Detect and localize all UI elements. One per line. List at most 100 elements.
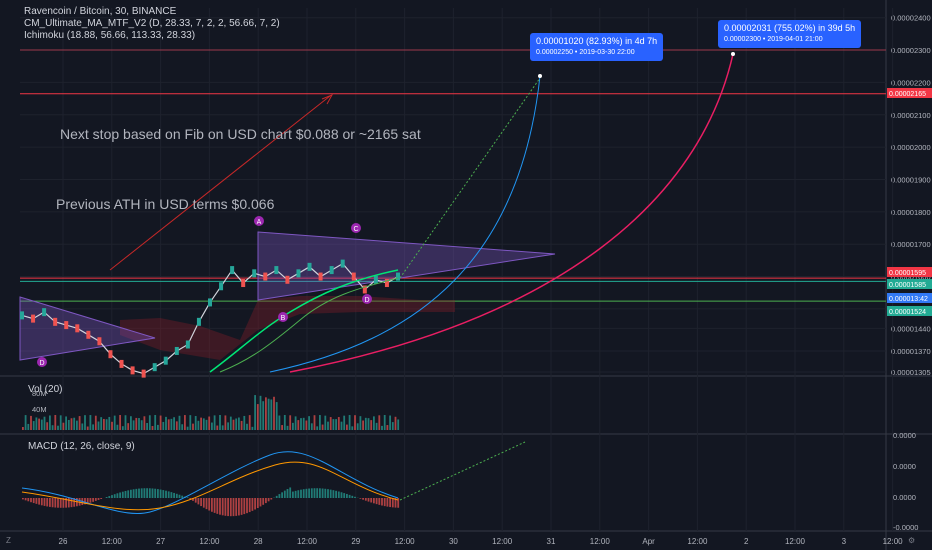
- price-candle: [230, 266, 235, 275]
- volume-bar: [219, 415, 221, 430]
- y-tick-label: 0.00002200: [891, 78, 931, 87]
- macd-histogram-bar: [346, 493, 348, 498]
- pattern-point-label: A: [257, 219, 262, 226]
- macd-histogram-bar: [170, 492, 173, 498]
- volume-bar: [319, 415, 321, 430]
- macd-histogram-bar: [65, 498, 67, 508]
- price-candle: [86, 330, 91, 339]
- y-tick-label: 0.00001900: [891, 175, 931, 184]
- price-candle: [152, 363, 157, 372]
- x-tick-label: 12:00: [687, 537, 708, 546]
- price-candle: [318, 272, 323, 281]
- macd-histogram-bar: [205, 498, 208, 510]
- volume-bar: [305, 420, 308, 430]
- volume-bar: [391, 422, 394, 430]
- volume-bar: [24, 415, 27, 430]
- macd-histogram-bar: [383, 498, 386, 507]
- volume-bar: [173, 417, 175, 430]
- volume-bar: [378, 415, 381, 430]
- price-tag: [887, 267, 932, 277]
- macd-histogram-bar: [316, 488, 319, 498]
- volume-bar: [286, 425, 289, 430]
- macd-histogram-bar: [135, 488, 138, 498]
- projection-bubble-2: 0.00002031 (755.02%) in 39d 5h 0.0000230…: [718, 20, 862, 48]
- projection-curve-blue: [269, 75, 541, 373]
- macd-histogram-bar: [89, 498, 92, 503]
- volume-bar: [40, 419, 43, 430]
- macd-histogram-bar: [254, 498, 256, 510]
- projection-bubble-1: 0.00001020 (82.93%) in 4d 7h 0.00002250 …: [530, 33, 664, 61]
- next-stop-annotation: Next stop based on Fib on USD chart $0.0…: [60, 126, 421, 142]
- projection-curve-pink: [289, 53, 734, 373]
- projection-point-2: [731, 52, 735, 56]
- price-candle: [196, 317, 201, 326]
- x-tick-label: 2: [744, 537, 749, 546]
- price-tag: [887, 279, 932, 289]
- volume-bar: [159, 415, 162, 430]
- volume-bar: [346, 424, 348, 430]
- macd-histogram-bar: [138, 488, 140, 498]
- ma-indicator-label[interactable]: CM_Ultimate_MA_MTF_V2 (D, 28.33, 7, 2, 2…: [24, 18, 280, 29]
- vol-panel-label[interactable]: Vol (20): [28, 384, 63, 395]
- macd-panel-label[interactable]: MACD (12, 26, close, 9): [28, 441, 135, 452]
- tradingview-logo-icon[interactable]: Z: [6, 536, 11, 545]
- macd-histogram-bar: [267, 498, 270, 502]
- volume-bar: [202, 418, 205, 430]
- macd-histogram-bar: [370, 498, 373, 503]
- macd-histogram-bar: [86, 498, 89, 504]
- volume-bar: [332, 419, 335, 430]
- price-candle: [163, 356, 168, 365]
- macd-histogram-bar: [243, 498, 246, 515]
- volume-bar: [151, 426, 154, 430]
- price-candle: [384, 279, 389, 288]
- volume-bar: [84, 415, 86, 430]
- moving-average-line-slow: [219, 277, 399, 373]
- volume-bar: [221, 425, 224, 430]
- macd-histogram-bar: [127, 490, 130, 498]
- pattern-point-marker: [254, 216, 264, 226]
- settings-gear-icon[interactable]: ⚙: [908, 536, 916, 545]
- macd-histogram-bar: [167, 491, 170, 498]
- price-candle: [208, 298, 212, 307]
- y-tick-label: 0.00002300: [891, 46, 931, 55]
- x-tick-label: Apr: [642, 537, 655, 546]
- price-candle: [241, 279, 246, 288]
- price-candle: [219, 282, 224, 291]
- macd-histogram-bar: [62, 498, 65, 508]
- volume-bar: [278, 415, 281, 430]
- price-candle: [97, 337, 102, 346]
- volume-bar: [373, 416, 375, 430]
- x-tick-label: 3: [842, 537, 847, 546]
- volume-bar: [348, 415, 351, 430]
- macd-histogram-bar: [238, 498, 240, 516]
- macd-histogram-bar: [389, 498, 391, 508]
- macd-histogram-bar: [219, 498, 221, 515]
- ichimoku-indicator-label[interactable]: Ichimoku (18.88, 56.66, 113.33, 28.33): [24, 30, 196, 41]
- volume-bar: [100, 417, 103, 430]
- x-tick-label: 12:00: [199, 537, 220, 546]
- volume-bar: [116, 424, 119, 430]
- macd-histogram-bar: [105, 497, 108, 498]
- macd-tick-label: -0.0000: [893, 523, 918, 532]
- projection-bubble-1-line1: 0.00001020 (82.93%) in 4d 7h: [536, 36, 658, 46]
- volume-bar: [362, 420, 364, 430]
- macd-histogram-bar: [54, 498, 57, 508]
- volume-bar: [335, 419, 337, 430]
- volume-bar: [103, 418, 105, 430]
- macd-histogram-bar: [213, 498, 216, 513]
- macd-histogram-bar: [275, 495, 278, 498]
- volume-bar: [62, 422, 65, 430]
- macd-histogram-bar: [70, 498, 73, 508]
- y-tick-label: 0.00001370: [891, 347, 931, 356]
- price-tag-label: 0.000013:42: [889, 296, 928, 303]
- macd-histogram-bar: [337, 491, 340, 498]
- macd-histogram-bar: [119, 492, 121, 498]
- volume-bar: [81, 423, 84, 430]
- volume-bar: [313, 415, 316, 430]
- macd-histogram-bar: [364, 498, 367, 501]
- volume-bar: [181, 424, 184, 430]
- price-candle: [20, 311, 24, 320]
- volume-bar: [32, 421, 35, 430]
- macd-histogram-bar: [57, 498, 59, 508]
